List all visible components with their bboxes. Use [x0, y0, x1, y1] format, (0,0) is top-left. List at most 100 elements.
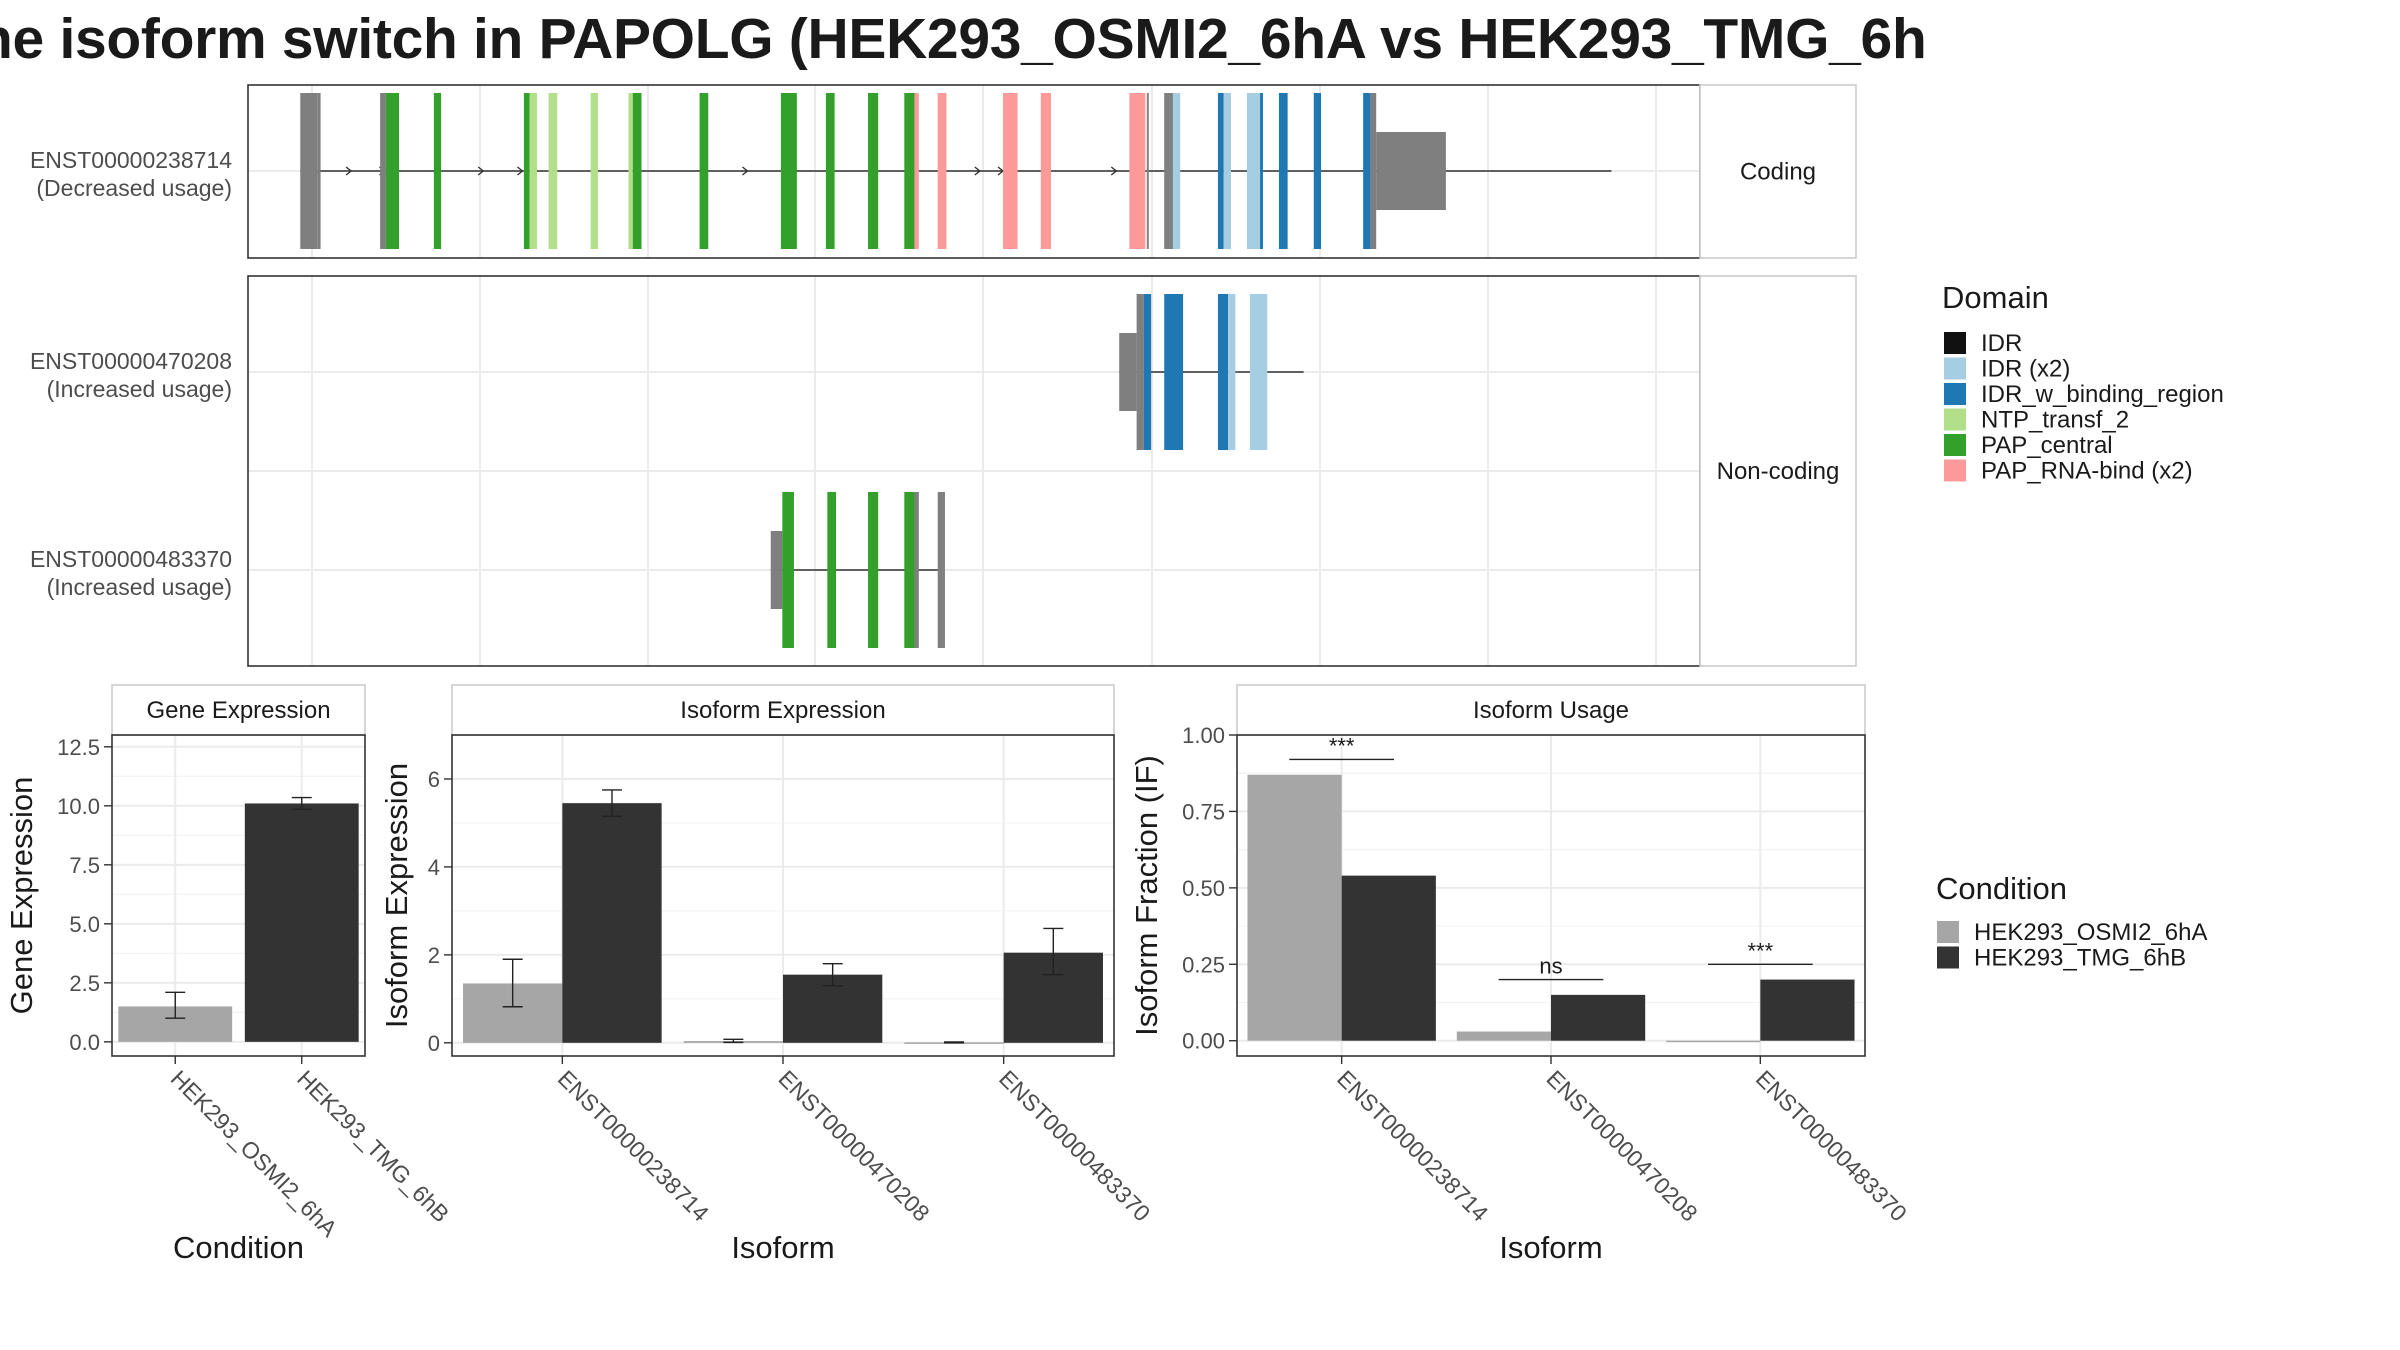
domain-exon-block	[1223, 93, 1232, 249]
domain-exon-block	[699, 93, 709, 249]
x-axis-title: Isoform	[1499, 1230, 1602, 1265]
transcript-usage-label: (Increased usage)	[47, 376, 232, 402]
facet-strip-label: Non-coding	[1717, 458, 1840, 485]
utr-block	[1136, 294, 1144, 450]
domain-exon-block	[1260, 93, 1263, 249]
domain-exon-block	[1278, 93, 1288, 249]
facet-strip-label: Isoform Usage	[1473, 697, 1629, 724]
domain-exon-block	[904, 492, 915, 648]
facet-strip	[451, 684, 1115, 736]
domain-legend-label: IDR (x2)	[1981, 356, 2070, 383]
y-tick-label: 10.0	[57, 794, 100, 819]
domain-exon-block	[548, 93, 558, 249]
utr-block	[770, 531, 783, 609]
condition-legend-label: HEK293_OSMI2_6hA	[1974, 919, 2207, 946]
y-tick-label: 0.25	[1182, 952, 1225, 977]
domain-exon-block	[780, 93, 797, 249]
y-tick-label: 0.0	[69, 1030, 100, 1055]
facet-strip	[1699, 84, 1857, 259]
domain-legend-swatch	[1944, 332, 1966, 354]
domain-exon-block	[904, 93, 915, 249]
x-tick-label: ENST00000470208	[773, 1065, 934, 1226]
y-tick-label: 1.00	[1182, 723, 1225, 748]
strand-arrow	[742, 166, 749, 176]
domain-exon-block	[1040, 93, 1051, 249]
domain-legend-swatch	[1944, 408, 1966, 431]
transcript-usage-label: (Increased usage)	[47, 574, 232, 600]
utr-block	[380, 93, 386, 249]
x-axis-title: Isoform	[731, 1230, 834, 1265]
utr-block	[1370, 93, 1377, 249]
facet-strip-label: Isoform Expression	[680, 697, 885, 724]
domain-legend-swatch	[1944, 357, 1966, 380]
bar	[1760, 979, 1855, 1041]
x-tick-label: ENST00000483370	[994, 1065, 1155, 1226]
y-tick-label: 12.5	[57, 735, 100, 760]
condition-legend-label: HEK293_TMG_6hB	[1974, 945, 2186, 972]
transcript-id-label: ENST00000238714	[30, 147, 232, 173]
condition-legend-swatch	[1937, 921, 1959, 943]
utr-block	[317, 93, 321, 249]
domain-exon-block	[825, 93, 835, 249]
significance-label: ***	[1747, 938, 1773, 963]
y-tick-label: 7.5	[69, 853, 100, 878]
domain-exon-block	[1217, 93, 1224, 249]
transcript-id-label: ENST00000470208	[30, 348, 232, 374]
domain-exon-block	[1228, 294, 1236, 450]
domain-legend-label: NTP_transf_2	[1981, 407, 2129, 434]
facet-strip-label: Gene Expression	[146, 697, 330, 724]
domain-exon-block	[1246, 93, 1261, 249]
x-tick-label: ENST00000483370	[1751, 1065, 1912, 1226]
strand-arrow	[974, 166, 981, 176]
y-tick-label: 2.5	[69, 971, 100, 996]
x-tick-label: ENST00000470208	[1541, 1065, 1702, 1226]
domain-exon-block	[914, 93, 919, 249]
transcript-id-label: ENST00000483370	[30, 546, 232, 572]
y-tick-label: 0.00	[1182, 1029, 1225, 1054]
facet-strip	[1236, 684, 1866, 736]
domain-legend-label: IDR	[1981, 330, 2022, 357]
domain-exon-block	[529, 93, 537, 249]
domain-exon-block	[1172, 93, 1181, 249]
plot-panel-border	[111, 734, 366, 1057]
domain-exon-block	[1217, 294, 1229, 450]
domain-exon-block	[1143, 294, 1152, 450]
utr-block	[914, 492, 919, 648]
utr-block	[300, 93, 318, 249]
y-axis-title: Isoform Expression	[379, 763, 414, 1028]
x-tick-label: ENST00000238714	[553, 1065, 714, 1226]
y-axis-title: Isoform Fraction (IF)	[1129, 755, 1164, 1036]
domain-exon-block	[1003, 93, 1018, 249]
domain-exon-block	[868, 492, 879, 648]
facet-strip-label: Coding	[1740, 159, 1816, 186]
domain-legend-label: PAP_RNA-bind (x2)	[1981, 458, 2193, 485]
domain-exon-block	[590, 93, 598, 249]
domain-exon-block	[827, 492, 837, 648]
y-tick-label: 6	[428, 767, 440, 792]
domain-exon-block	[385, 93, 400, 249]
domain-legend-swatch	[1944, 459, 1966, 482]
condition-legend-title: Condition	[1936, 871, 2067, 906]
domain-exon-block	[628, 93, 633, 249]
domain-legend-title: Domain	[1942, 280, 2049, 315]
strand-arrow	[345, 166, 353, 176]
transcript-usage-label: (Decreased usage)	[36, 175, 232, 201]
domain-exon-block	[523, 93, 530, 249]
y-tick-label: 0.75	[1182, 799, 1225, 824]
utr-block	[937, 492, 943, 648]
significance-label: ***	[1329, 733, 1355, 758]
y-tick-label: 0	[428, 1031, 440, 1056]
strand-arrow	[1110, 166, 1118, 176]
domain-legend-swatch	[1944, 434, 1966, 456]
domain-exon-block	[1164, 294, 1184, 450]
utr-block	[1146, 93, 1149, 249]
plot-panel-border	[1236, 734, 1866, 1057]
bar	[1666, 1040, 1761, 1043]
domain-legend-label: PAP_central	[1981, 432, 2113, 459]
domain-legend-label: IDR_w_binding_region	[1981, 381, 2224, 408]
domain-exon-block	[782, 492, 794, 648]
strand-arrow	[477, 166, 485, 176]
domain-exon-block	[1363, 93, 1371, 249]
domain-exon-block	[433, 93, 442, 249]
domain-exon-block	[1313, 93, 1322, 249]
